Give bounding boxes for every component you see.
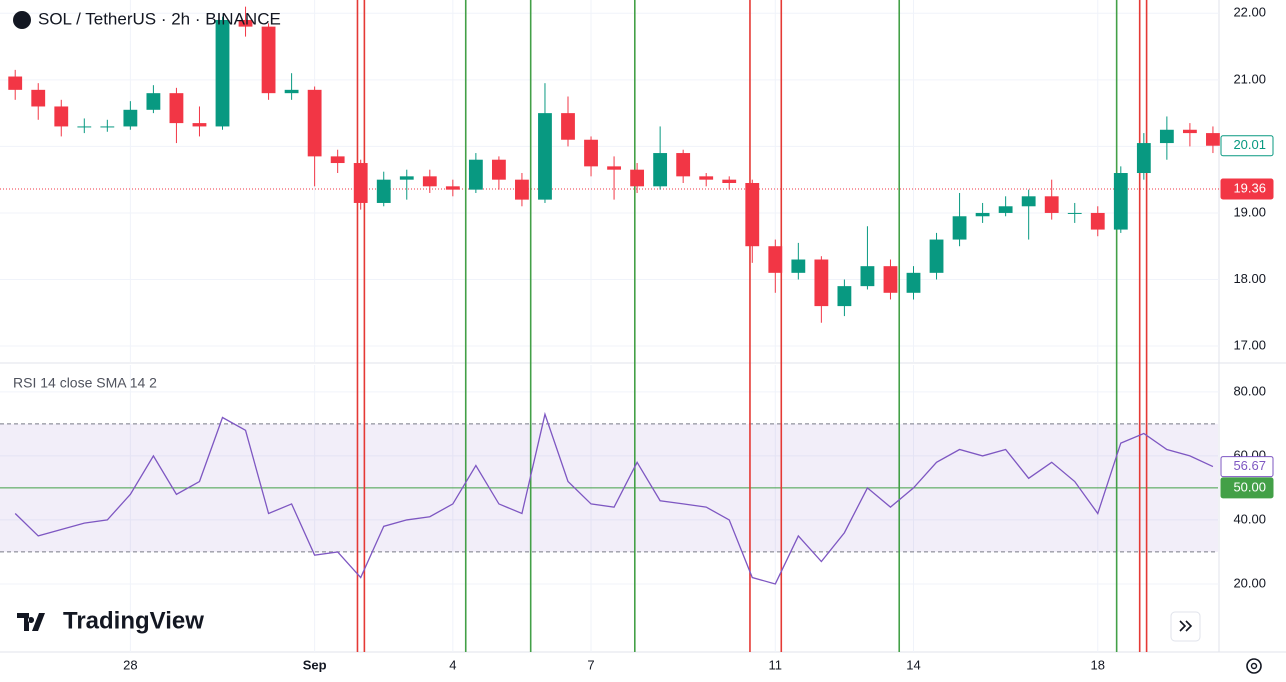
candle-body <box>1044 196 1059 213</box>
chart-title: SOL / TetherUS · 2h · BINANCE <box>38 9 281 28</box>
candle-body <box>491 159 506 180</box>
candle-body <box>653 153 668 187</box>
last-price-label-box <box>1220 135 1274 157</box>
candle-body <box>561 113 575 140</box>
candle-body <box>422 176 437 187</box>
brand-name: TradingView <box>63 607 204 634</box>
y-tick-label: 17.00 <box>1233 337 1266 352</box>
y-tick-label: 18.00 <box>1233 271 1266 286</box>
candle-body <box>123 109 138 127</box>
settings-icon-core[interactable] <box>1250 662 1258 670</box>
candle-body <box>100 126 115 128</box>
candle-body <box>146 93 161 110</box>
candle-body <box>906 272 921 293</box>
candle-body <box>54 106 69 127</box>
settings-icon[interactable] <box>1246 658 1262 674</box>
candle-body <box>814 259 829 307</box>
x-tick-label: 11 <box>769 657 783 672</box>
rsi-tick-label: 40.00 <box>1233 511 1266 526</box>
candle-body <box>1090 212 1105 230</box>
candle-body <box>215 19 230 127</box>
candle-body <box>952 216 967 240</box>
candle-body <box>630 169 645 187</box>
candle-body <box>1136 143 1151 174</box>
candle-body <box>169 93 184 124</box>
y-tick-label: 19.00 <box>1233 204 1266 219</box>
scroll-button[interactable] <box>1170 611 1201 642</box>
price-line-label-box <box>1220 178 1274 200</box>
candle-body <box>31 89 46 107</box>
candle-body <box>1021 196 1036 207</box>
candle-body <box>353 163 368 203</box>
candle-body <box>1159 129 1174 144</box>
candle-body <box>722 179 737 183</box>
x-tick-label: Sep <box>303 657 327 672</box>
candle-body <box>284 89 299 94</box>
candle-body <box>330 156 345 164</box>
candle-body <box>1206 133 1220 146</box>
brand-icon <box>17 613 45 631</box>
candle-body <box>837 286 852 307</box>
candle-body <box>445 186 460 190</box>
symbol-icon <box>13 11 31 29</box>
candle-body <box>607 166 621 170</box>
candle-body <box>998 206 1013 213</box>
scroll-button-icon[interactable] <box>1179 620 1193 632</box>
candle-body <box>883 266 898 293</box>
candle-body <box>376 179 391 203</box>
candle-body <box>261 26 276 94</box>
brand-logo: TradingView <box>17 607 204 634</box>
rsi-signal-label-box <box>1220 477 1274 499</box>
candle-body <box>699 176 714 180</box>
candle-body <box>975 212 990 217</box>
x-tick-label: 7 <box>587 657 594 672</box>
rsi-value-label: 56.67 <box>1233 458 1266 473</box>
candle-body <box>399 176 414 180</box>
candle-body <box>77 126 92 128</box>
last-price-label: 20.01 <box>1233 137 1266 152</box>
candle-body <box>238 19 253 27</box>
candle-body <box>538 113 552 200</box>
settings-button[interactable] <box>1246 658 1262 674</box>
rsi-line <box>14 411 1214 585</box>
x-tick-label: 18 <box>1091 657 1105 672</box>
candle-body <box>745 182 760 247</box>
candle-body <box>768 246 783 273</box>
candle-body <box>676 153 691 177</box>
candle-body <box>1113 173 1128 230</box>
rsi-tick-label: 80.00 <box>1233 383 1266 398</box>
y-tick-label: 22.00 <box>1233 5 1266 20</box>
rsi-signal-label: 50.00 <box>1233 479 1266 494</box>
candle-body <box>307 89 322 157</box>
candle-body <box>192 123 207 127</box>
candle-body <box>1067 212 1082 214</box>
y-tick-label: 21.00 <box>1233 71 1266 86</box>
price-line-label: 19.36 <box>1233 180 1266 195</box>
x-tick-label: 14 <box>906 657 920 672</box>
candle-body <box>8 76 23 90</box>
x-tick-label: 28 <box>123 657 137 672</box>
candle-body <box>791 259 806 273</box>
x-tick-label: 4 <box>449 657 456 672</box>
candle-body <box>1182 129 1197 134</box>
candle-body <box>860 266 875 287</box>
candle-body <box>515 179 529 200</box>
candle-body <box>584 139 598 167</box>
candle-body <box>468 159 483 190</box>
candle-body <box>929 239 944 273</box>
rsi-value-label-box <box>1220 456 1274 478</box>
plot-layer: 28 Sep 4 7 11 14 18 17.00 18.00 19.00 20.00 21.00 22… <box>0 0 1274 672</box>
rsi-title: RSI 14 close SMA 14 2 <box>13 375 157 391</box>
rsi-tick-label: 20.00 <box>1233 575 1266 590</box>
